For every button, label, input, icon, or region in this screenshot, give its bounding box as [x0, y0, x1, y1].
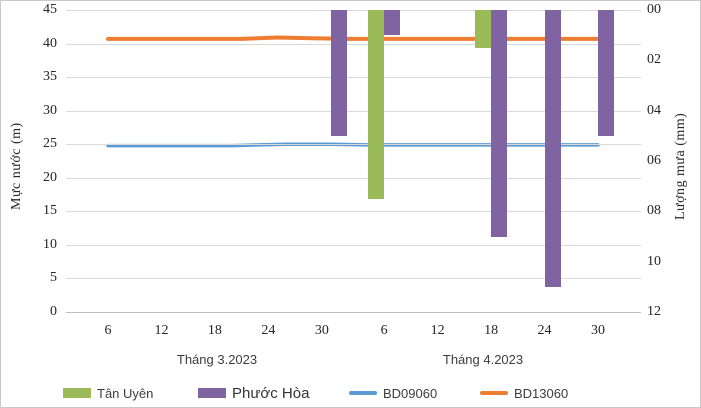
- y-axis-tick-label: 15: [43, 203, 57, 219]
- legend-item-tan-uyen: Tân Uyên: [63, 383, 153, 403]
- tan-uyen-swatch: [63, 388, 91, 398]
- y-axis-tick-label: 0: [50, 304, 57, 319]
- y-axis-tick-label: 40: [43, 35, 57, 51]
- rain-axis-tick-label: 12: [647, 304, 661, 319]
- line-bd13060: [106, 35, 600, 41]
- month-label-march: Tháng 3.2023: [176, 352, 258, 367]
- gridline: [66, 144, 641, 146]
- legend-label: Tân Uyên: [97, 385, 154, 401]
- legend-item-bd09060: BD09060: [349, 383, 437, 403]
- bd09060-line-swatch: [349, 391, 377, 395]
- gridline: [66, 244, 641, 246]
- gridline: [66, 77, 641, 79]
- rain-bar-tân-uyên: [368, 10, 385, 199]
- gridline: [66, 312, 641, 313]
- legend-label: Phước Hòa: [232, 384, 310, 402]
- y-axis-tick-label: 35: [43, 69, 57, 85]
- x-axis-tick-label: 12: [430, 323, 445, 338]
- y-axis-tick-label: 20: [43, 169, 57, 185]
- rain-axis-tick-label: 10: [647, 253, 661, 269]
- rain-axis-tick-label: 00: [647, 2, 661, 17]
- y-axis-tick-label: 45: [43, 2, 57, 17]
- rain-axis-tick-label: 04: [647, 102, 661, 118]
- gridline: [66, 43, 641, 45]
- x-axis-tick-label: 6: [380, 323, 388, 338]
- gridline: [66, 177, 641, 179]
- phuoc-hoa-swatch: [198, 388, 226, 398]
- x-axis-tick-label: 30: [591, 323, 605, 338]
- rain-axis-tick-label: 08: [647, 203, 661, 219]
- x-axis-tick-label: 12: [154, 323, 169, 338]
- legend-label: BD09060: [383, 385, 438, 401]
- y-axis-tick-label: 25: [43, 136, 57, 152]
- rain-bar-phước-hòa: [598, 10, 614, 136]
- y-axis-tick-label: 30: [43, 102, 57, 118]
- y-axis-tick-label: 10: [43, 236, 57, 252]
- x-axis-tick-label: 24: [537, 323, 552, 338]
- gridline: [66, 110, 641, 112]
- y-axis-tick-label: 5: [50, 270, 57, 286]
- gridline: [66, 278, 641, 280]
- x-axis-tick-label: 6: [104, 323, 112, 338]
- month-label-april: Tháng 4.2023: [442, 352, 524, 367]
- legend-item-bd13060: BD13060: [480, 383, 568, 403]
- x-axis-tick-label: 18: [207, 323, 222, 338]
- x-axis-tick-label: 24: [261, 323, 276, 338]
- rain-bar-phước-hòa: [384, 10, 401, 36]
- rain-axis-tick-label: 02: [647, 52, 661, 68]
- rain-bar-phước-hòa: [544, 10, 561, 287]
- legend-item-phuoc-hoa: Phước Hòa: [198, 383, 309, 403]
- rain-axis-tick-label: 06: [647, 153, 661, 168]
- gridline: [66, 211, 641, 213]
- rain-bar-phước-hòa: [491, 10, 508, 237]
- right-axis-title: Lượng mưa (mm): [673, 112, 688, 220]
- x-axis-tick-label: 18: [484, 323, 499, 338]
- legend-label: BD13060: [514, 385, 569, 401]
- x-axis-tick-label: 30: [314, 323, 329, 338]
- bd13060-line-swatch: [480, 391, 508, 395]
- rain-bar-phước-hòa: [330, 10, 347, 136]
- rain-bar-tân-uyên: [475, 10, 492, 48]
- gridline: [66, 10, 641, 11]
